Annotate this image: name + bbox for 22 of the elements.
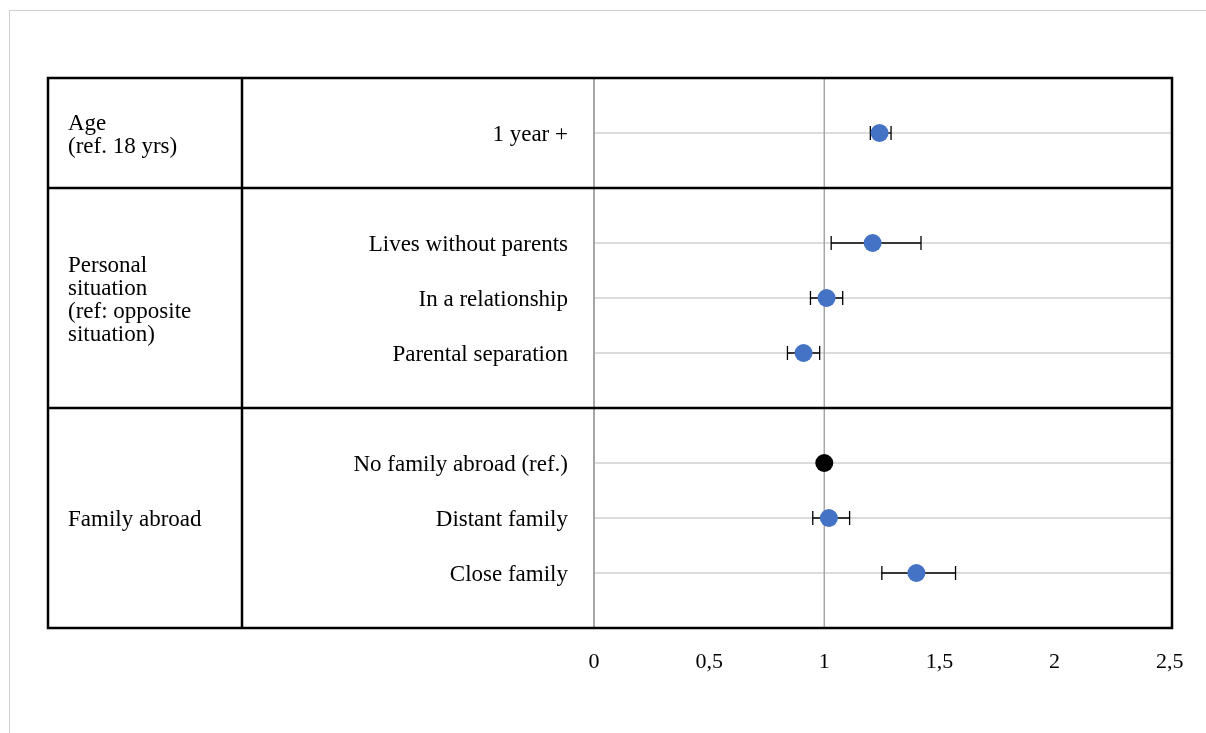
x-tick-label: 0: [588, 648, 600, 673]
point: [817, 289, 836, 307]
text: Age (ref. 18 yrs): [68, 109, 178, 158]
point: [794, 344, 813, 362]
x-tick-label: 2,5: [1155, 648, 1184, 673]
y-tick-label: 1 year +: [492, 121, 568, 146]
y-tick-label: Lives without parents: [368, 231, 569, 256]
text: Personal situation (ref: opposite situation): [68, 251, 192, 346]
point: [907, 564, 926, 582]
point: [815, 454, 834, 472]
text: Family abroad: [68, 506, 202, 531]
x-tick-label: 1,5: [925, 648, 954, 673]
x-tick-label: 1: [818, 648, 830, 673]
point: [819, 509, 838, 527]
x-tick-label: 2: [1049, 648, 1061, 673]
y-tick-label: Distant family: [435, 506, 569, 531]
y-tick-label: In a relationship: [418, 286, 568, 311]
x-tick-label: 0,5: [695, 648, 723, 673]
point: [863, 234, 882, 252]
y-tick-label: Close family: [449, 561, 569, 586]
y-tick-label: Parental separation: [392, 341, 569, 366]
y-tick-label: No family abroad (ref.): [353, 451, 568, 476]
